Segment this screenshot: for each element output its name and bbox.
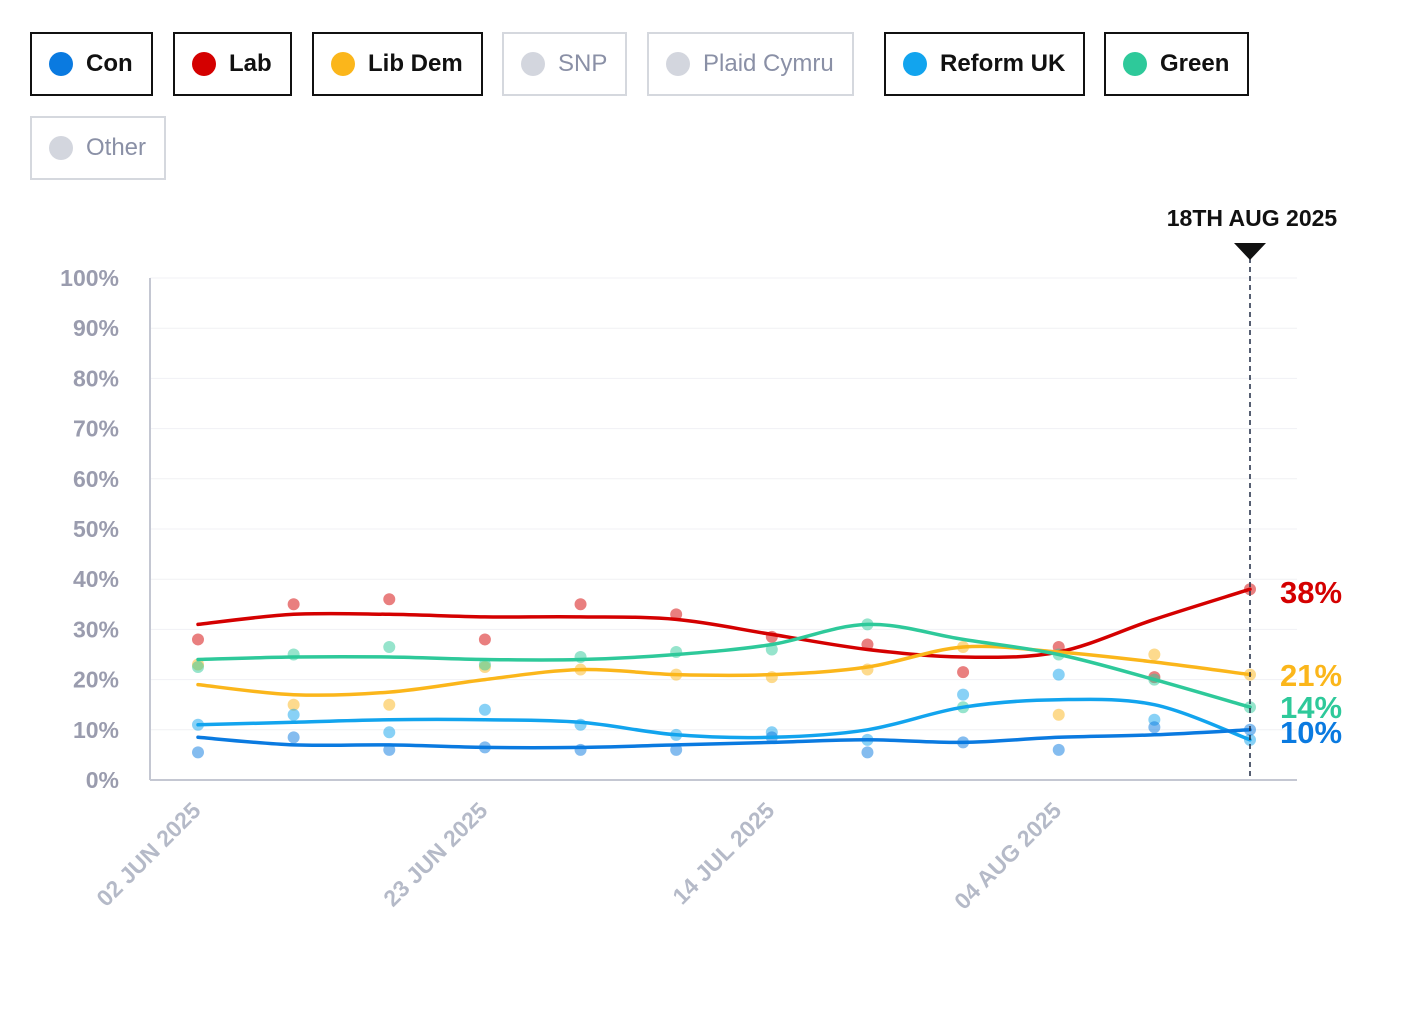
legend-item-plaid-cymru[interactable]: Plaid Cymru: [647, 32, 854, 96]
y-tick-label: 80%: [73, 365, 119, 391]
y-tick-label: 70%: [73, 416, 119, 442]
legend-dot-reform-uk: [903, 52, 927, 76]
trend-line-lib-dem: [196, 644, 1252, 697]
x-tick-label: 02 JUN 2025: [91, 797, 205, 911]
legend-dot-other: [49, 136, 73, 160]
poll-point-reform-uk: [478, 703, 491, 716]
poll-point-reform-uk: [1052, 668, 1065, 681]
trend-line-con: [196, 728, 1252, 750]
legend-label-snp: SNP: [558, 50, 608, 77]
legend-item-other[interactable]: Other: [30, 116, 167, 180]
poll-point-lib-dem: [1148, 648, 1161, 661]
y-tick-label: 40%: [73, 566, 119, 592]
legend-label-reform-uk: Reform UK: [940, 50, 1066, 77]
poll-point-lib-dem: [383, 698, 396, 711]
y-tick-label: 30%: [73, 616, 119, 642]
legend-item-lib-dem[interactable]: Lib Dem: [312, 32, 483, 96]
legend-label-lab: Lab: [229, 50, 272, 77]
date-marker-label: 18TH AUG 2025: [1167, 205, 1338, 231]
legend-label-con: Con: [86, 50, 133, 77]
poll-point-green: [383, 640, 396, 653]
legend-item-con[interactable]: Con: [30, 32, 153, 96]
x-tick-label: 14 JUL 2025: [667, 797, 779, 909]
legend-dot-lab: [192, 52, 216, 76]
poll-point-lab: [957, 666, 970, 679]
poll-point-green: [192, 661, 204, 674]
y-tick-label: 20%: [73, 667, 119, 693]
poll-point-lib-dem: [1052, 708, 1065, 721]
legend-label-lib-dem: Lib Dem: [368, 50, 463, 77]
legend-item-green[interactable]: Green: [1104, 32, 1250, 96]
end-label-lab: 38%: [1280, 575, 1342, 610]
poll-point-con: [861, 746, 874, 759]
x-tick-label: 23 JUN 2025: [378, 797, 492, 911]
trend-lines: [196, 587, 1252, 750]
poll-point-lab: [574, 598, 587, 611]
end-label-con: 10%: [1280, 715, 1342, 750]
y-tick-label: 100%: [60, 265, 119, 291]
poll-point-con: [1052, 743, 1065, 756]
poll-point-con: [383, 743, 396, 756]
end-label-lib-dem: 21%: [1280, 658, 1342, 693]
y-tick-label: 0%: [86, 767, 119, 793]
trend-line-reform-uk: [196, 697, 1252, 742]
poll-point-reform-uk: [957, 688, 970, 701]
legend-dot-snp: [521, 52, 545, 76]
date-marker-arrow: [1234, 243, 1266, 260]
legend-item-lab[interactable]: Lab: [173, 32, 292, 96]
poll-point-con: [1148, 721, 1161, 734]
poll-point-con: [192, 746, 204, 759]
poll-point-green: [478, 658, 491, 671]
poll-point-reform-uk: [383, 726, 396, 739]
poll-point-lab: [192, 633, 204, 646]
poll-point-lab: [478, 633, 491, 646]
poll-point-lab: [670, 608, 683, 621]
poll-points: [192, 583, 1256, 759]
y-tick-label: 60%: [73, 466, 119, 492]
legend-label-plaid-cymru: Plaid Cymru: [703, 50, 834, 77]
y-axis-ticks: 0% 10% 20% 30% 40% 50% 60% 70% 80% 90% 100%: [60, 265, 119, 793]
legend-dot-plaid-cymru: [666, 52, 690, 76]
legend-dot-con: [49, 52, 73, 76]
trend-line-green: [196, 622, 1252, 709]
legend-dot-green: [1123, 52, 1147, 76]
x-tick-label: 04 AUG 2025: [949, 797, 1066, 914]
poll-point-lib-dem: [287, 698, 300, 711]
gridlines: [150, 277, 1297, 731]
poll-point-lab: [287, 598, 300, 611]
y-tick-label: 50%: [73, 516, 119, 542]
end-label-green: 14%: [1280, 690, 1342, 725]
x-axis-ticks: 02 JUN 2025 23 JUN 2025 14 JUL 2025 04 AUG …: [91, 797, 1066, 914]
poll-point-con: [670, 743, 683, 756]
y-tick-label: 10%: [73, 717, 119, 743]
legend-label-green: Green: [1160, 50, 1230, 77]
legend-label-other: Other: [86, 134, 147, 161]
poll-point-reform-uk: [287, 708, 300, 721]
poll-point-lab: [383, 593, 396, 606]
legend-dot-lib-dem: [331, 52, 355, 76]
poll-point-con: [287, 731, 300, 744]
y-tick-label: 90%: [73, 315, 119, 341]
end-labels: 38% 21%14%10%: [1280, 575, 1342, 750]
legend-item-snp[interactable]: SNP: [502, 32, 628, 96]
trend-line-lab: [196, 587, 1252, 660]
legend-item-reform-uk[interactable]: Reform UK: [884, 32, 1086, 96]
